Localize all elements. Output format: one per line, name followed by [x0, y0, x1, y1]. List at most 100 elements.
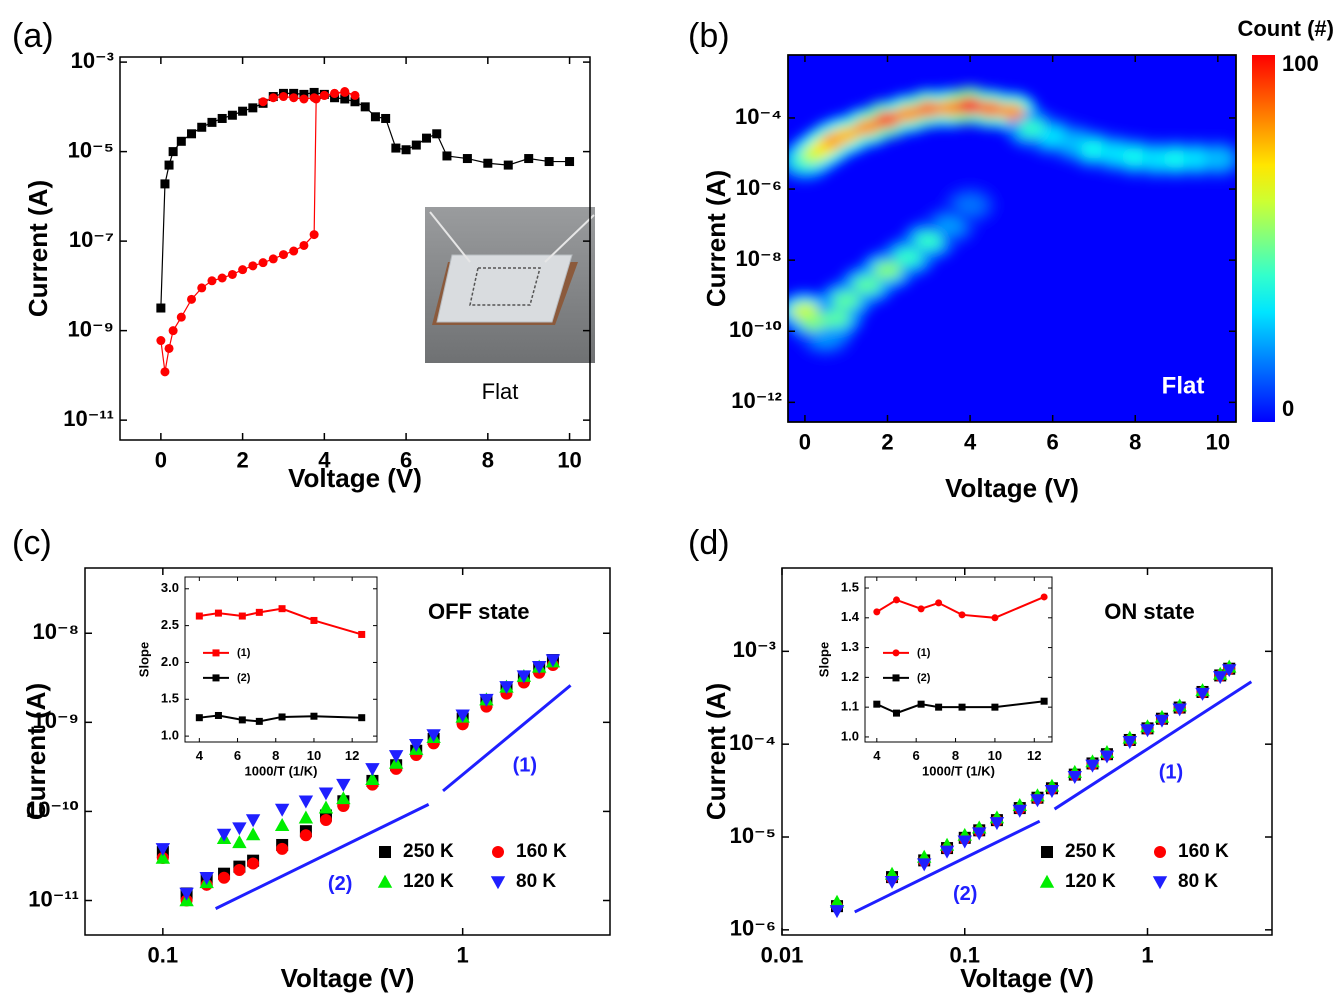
x-tick-label: 12 — [345, 748, 359, 763]
marker — [278, 713, 286, 721]
y-tick-label: 2.0 — [161, 654, 179, 669]
marker — [432, 129, 442, 139]
density-cell — [832, 291, 861, 310]
marker — [268, 254, 278, 264]
marker — [499, 681, 514, 695]
legend-marker — [1041, 846, 1053, 858]
density-cell — [811, 327, 840, 346]
marker — [232, 835, 247, 849]
x-tick-label: 6 — [913, 748, 920, 763]
colorbar — [1252, 55, 1275, 422]
marker — [1195, 687, 1210, 701]
x-tick-label: 1 — [1141, 942, 1153, 967]
guide-line — [854, 819, 1041, 914]
marker — [197, 122, 207, 132]
marker — [155, 843, 171, 857]
marker — [388, 750, 404, 764]
marker — [164, 343, 174, 353]
y-tick-label: 10⁻³ — [733, 637, 776, 662]
x-tick-label: 0.1 — [949, 942, 980, 967]
y-axis-title: Current (A) — [701, 170, 731, 307]
marker — [1085, 759, 1100, 773]
marker — [218, 871, 231, 884]
plot-frame — [84, 567, 611, 936]
marker — [214, 609, 222, 617]
marker — [991, 703, 999, 711]
marker — [340, 87, 350, 97]
y-axis-title: Slope — [136, 642, 151, 677]
marker — [238, 265, 248, 275]
plot-frame — [184, 576, 378, 743]
panel-label: (c) — [12, 524, 52, 562]
density-cell — [1121, 147, 1150, 166]
marker — [935, 599, 943, 607]
marker — [156, 336, 166, 346]
marker — [330, 88, 340, 98]
density-cell — [1018, 119, 1047, 138]
marker — [884, 875, 900, 889]
density-cell — [997, 102, 1026, 121]
marker — [1030, 794, 1045, 808]
marker — [179, 887, 194, 901]
density-cell — [1203, 150, 1232, 169]
marker — [176, 136, 186, 146]
x-tick-label: 8 — [272, 748, 279, 763]
marker — [479, 693, 494, 707]
y-tick-label: 1.3 — [841, 639, 859, 654]
x-tick-label: 0 — [155, 447, 167, 472]
marker — [391, 143, 401, 153]
marker — [247, 857, 260, 870]
density-cell — [956, 196, 985, 215]
x-tick-label: 12 — [1027, 748, 1041, 763]
marker — [409, 739, 424, 752]
marker — [958, 703, 966, 711]
marker — [299, 94, 309, 104]
legend-label: 250 K — [403, 841, 454, 862]
marker — [917, 605, 925, 613]
marker — [545, 654, 561, 668]
legend-label: (2) — [917, 672, 931, 684]
marker — [336, 778, 351, 792]
marker — [336, 791, 351, 805]
legend-marker — [892, 649, 900, 657]
marker — [217, 273, 227, 283]
marker — [358, 630, 366, 638]
marker — [248, 103, 258, 113]
x-tick-label: 6 — [234, 748, 241, 763]
marker — [892, 596, 900, 604]
marker — [216, 828, 232, 842]
marker — [1099, 750, 1115, 764]
marker — [532, 661, 547, 675]
marker — [483, 158, 493, 168]
marker — [274, 803, 290, 817]
marker — [238, 716, 246, 724]
density-cell — [852, 118, 881, 137]
legend-marker — [212, 674, 220, 682]
density-cell — [852, 275, 881, 294]
marker — [160, 367, 170, 377]
guide-label: (1) — [513, 754, 537, 776]
marker — [207, 276, 217, 286]
y-tick-label: 10⁻⁹ — [32, 708, 79, 733]
marker — [298, 795, 314, 809]
marker — [197, 283, 207, 293]
y-axis-title: Current (A) — [23, 180, 53, 317]
marker — [217, 113, 227, 123]
guide-label: (2) — [328, 873, 352, 895]
marker — [187, 294, 197, 304]
marker — [892, 709, 900, 717]
y-tick-label: 1.0 — [841, 728, 859, 743]
marker — [227, 269, 237, 279]
guide-line — [442, 684, 572, 793]
marker — [227, 110, 237, 120]
marker — [358, 714, 366, 722]
legend-label: (2) — [237, 672, 251, 684]
guide-label: (1) — [1159, 762, 1183, 784]
density-cell — [832, 126, 861, 145]
legend-label: 120 K — [1065, 871, 1116, 892]
marker — [422, 133, 432, 143]
plot-frame — [781, 567, 1273, 936]
marker — [299, 240, 309, 250]
marker — [274, 818, 290, 831]
